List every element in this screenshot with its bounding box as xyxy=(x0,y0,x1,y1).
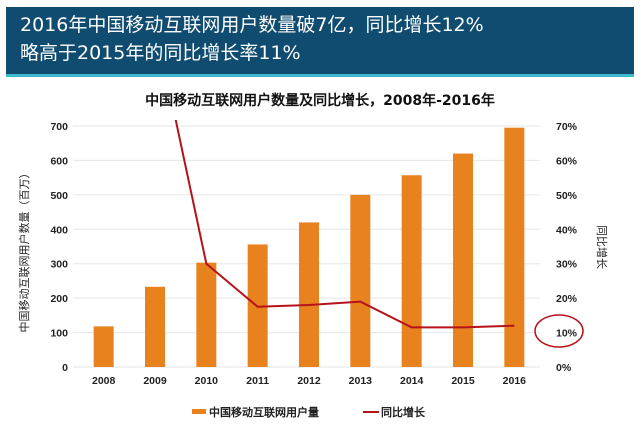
y-tick-label: 0 xyxy=(62,362,68,374)
legend-bar-swatch xyxy=(192,409,206,414)
bar-2009 xyxy=(145,286,165,367)
x-tick-label: 2014 xyxy=(400,375,424,387)
x-tick-label: 2012 xyxy=(297,375,321,387)
y2-tick-label: 40% xyxy=(556,224,578,236)
y2-tick-label: 20% xyxy=(556,293,578,305)
bar-2014 xyxy=(401,175,422,367)
y-tick-label: 100 xyxy=(50,328,68,340)
bar-2008 xyxy=(93,326,114,367)
y-axis-label: 中国移动互联网用户数量（百万） xyxy=(17,168,31,333)
y-tick-label: 400 xyxy=(50,224,68,236)
x-tick-label: 2010 xyxy=(195,375,219,387)
headline-line-1: 2016年中国移动互联网用户数量破7亿，同比增长12% xyxy=(20,14,484,36)
headline-line-2: 略高于2015年的同比增长率11% xyxy=(20,42,301,64)
bar-2015 xyxy=(453,153,473,367)
y2-tick-label: 30% xyxy=(556,259,578,271)
y2-tick-label: 60% xyxy=(556,155,578,167)
y-tick-label: 700 xyxy=(50,121,68,133)
legend-line-label: 同比增长 xyxy=(381,405,426,419)
bar-2012 xyxy=(299,222,319,367)
x-tick-label: 2008 xyxy=(92,375,116,387)
y2-tick-label: 70% xyxy=(556,121,578,133)
legend-bar-label: 中国移动互联网用户量 xyxy=(209,405,319,419)
chart-title: 中国移动互联网用户数量及同比增长，2008年-2016年 xyxy=(145,93,495,109)
y-tick-label: 300 xyxy=(50,259,68,271)
y2-axis-label: 同比增长 xyxy=(595,225,609,269)
headline-banner: 2016年中国移动互联网用户数量破7亿，同比增长12% 略高于2015年的同比增… xyxy=(6,7,634,77)
bar-2013 xyxy=(350,194,371,367)
y-tick-label: 500 xyxy=(50,190,68,202)
y2-tick-label: 10% xyxy=(556,328,578,340)
x-tick-label: 2016 xyxy=(503,375,527,387)
annotation-circle xyxy=(534,314,584,348)
x-tick-label: 2009 xyxy=(143,375,167,387)
y-tick-label: 200 xyxy=(50,293,68,305)
x-tick-label: 2011 xyxy=(246,375,269,387)
bar-2010 xyxy=(196,262,217,367)
x-tick-label: 2015 xyxy=(451,375,475,387)
y2-tick-label: 50% xyxy=(556,190,578,202)
x-tick-label: 2013 xyxy=(349,375,373,387)
y2-tick-label: 0% xyxy=(556,362,572,374)
y-tick-label: 600 xyxy=(50,155,68,167)
growth-line xyxy=(174,120,515,329)
bar-2016 xyxy=(504,127,525,367)
